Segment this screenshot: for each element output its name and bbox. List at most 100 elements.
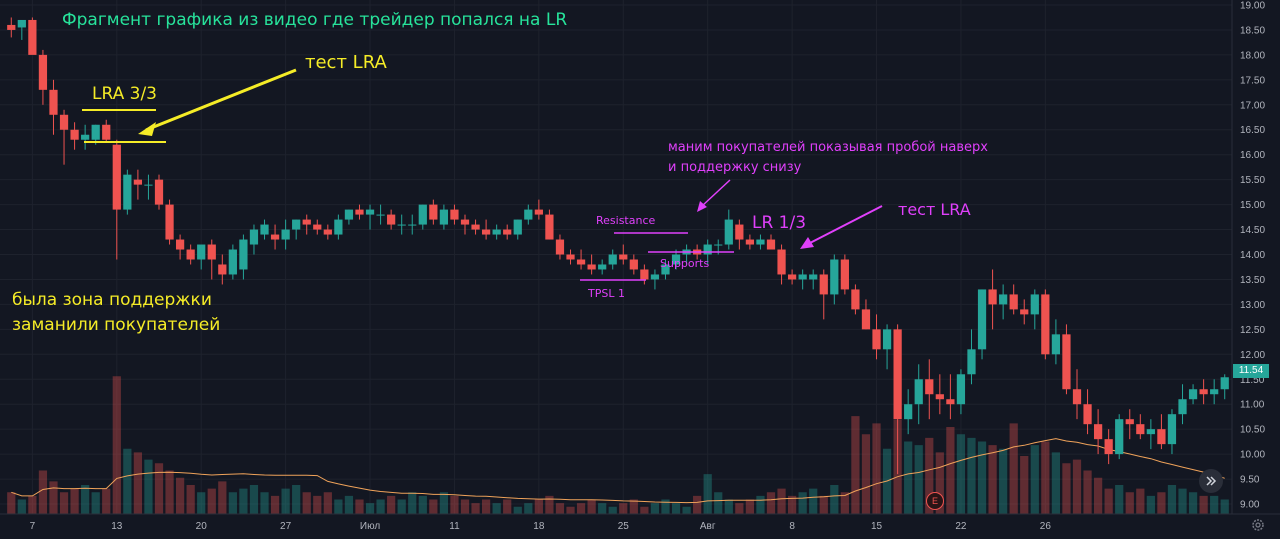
time-tick-label: 15 xyxy=(871,521,883,532)
time-axis[interactable]: 7 13 20 27 Июл 11 18 25 Авг 8 15 22 26 xyxy=(0,513,1280,532)
last-price-tag: 11.54 xyxy=(1233,364,1269,378)
volume-bar xyxy=(566,506,575,514)
candles xyxy=(7,17,1229,475)
volume-bar xyxy=(1041,441,1050,514)
price-tick-label: 9.50 xyxy=(1240,475,1260,486)
time-tick-label: 26 xyxy=(1040,521,1052,532)
volume-bar xyxy=(49,481,58,514)
candle-body xyxy=(70,129,79,140)
volume-bar xyxy=(281,488,290,514)
volume-bar xyxy=(323,492,332,514)
candle-body xyxy=(745,239,755,245)
candle-body xyxy=(576,259,586,265)
candle-body xyxy=(91,124,100,140)
candle-body xyxy=(851,289,860,310)
volume-bar xyxy=(914,445,923,514)
volume-bar xyxy=(967,437,976,514)
candle-body xyxy=(1009,294,1018,310)
candle-body xyxy=(460,219,470,225)
candle-body xyxy=(935,394,944,400)
volume-bar xyxy=(197,492,206,514)
chart-settings-button[interactable] xyxy=(1250,517,1266,533)
candle-body xyxy=(640,269,649,280)
volume-bar xyxy=(977,441,987,514)
volume-bar xyxy=(1210,495,1219,514)
volume-bar xyxy=(513,506,522,514)
candle-body xyxy=(471,224,480,230)
volume-bar xyxy=(355,499,364,514)
event-badge-label: E xyxy=(931,496,938,506)
volume-bar xyxy=(999,448,1008,514)
price-tick-label: 9.00 xyxy=(1240,500,1260,511)
candle-body xyxy=(59,114,69,130)
volume-bar xyxy=(133,452,143,514)
candle-body xyxy=(123,174,132,210)
candle-body xyxy=(492,229,501,235)
volume-bar xyxy=(17,499,26,514)
volume-bar xyxy=(1051,452,1061,514)
candle-body xyxy=(946,399,955,405)
volume-bar xyxy=(492,503,501,514)
volume-bar xyxy=(503,499,512,514)
volume-bar xyxy=(270,495,280,514)
candle-body xyxy=(1199,389,1208,395)
candle-body xyxy=(218,264,227,275)
volume-bar xyxy=(787,495,797,514)
candle-body xyxy=(186,249,195,260)
candle-body xyxy=(165,204,174,240)
volume-bar xyxy=(102,488,111,514)
candle-body xyxy=(355,209,364,215)
volume-bar xyxy=(524,503,533,514)
volume-bar xyxy=(1020,456,1029,514)
resistance-label: Resistance xyxy=(596,214,656,227)
volume-bar xyxy=(904,441,913,514)
lr-test-arrowhead xyxy=(800,237,814,249)
candle-body xyxy=(914,379,923,405)
price-axis[interactable]: 19.00 18.50 18.00 17.50 17.00 16.50 16.00 15.50… xyxy=(1231,0,1265,514)
candle-body xyxy=(671,254,681,265)
volume-bar xyxy=(123,448,132,514)
candle-body xyxy=(988,289,997,305)
volume-bar xyxy=(925,437,934,514)
candle-body xyxy=(397,224,406,226)
volume-bar xyxy=(946,427,955,514)
candle-body xyxy=(249,229,259,245)
candle-body xyxy=(1167,414,1177,445)
manipulation-label-1: маним покупателей показывая пробой навер… xyxy=(668,140,988,155)
candle-body xyxy=(1020,309,1029,315)
volume-bar xyxy=(81,485,90,514)
candle-body xyxy=(28,19,37,55)
gear-icon xyxy=(1252,519,1264,531)
price-tick-label: 19.00 xyxy=(1240,0,1265,11)
volume-bar xyxy=(112,376,121,514)
candle-body xyxy=(323,229,332,235)
volume-bar xyxy=(144,459,153,514)
volume-bar xyxy=(1072,459,1082,514)
volume-bar xyxy=(28,495,37,514)
candle-body xyxy=(207,244,216,260)
price-tick-label: 10.00 xyxy=(1240,450,1265,461)
candle-body xyxy=(735,224,744,240)
volume-bar xyxy=(587,499,596,514)
volume-bar xyxy=(598,503,607,514)
event-badge[interactable]: E xyxy=(926,492,944,510)
candle-body xyxy=(1157,429,1166,445)
price-tick-label: 17.50 xyxy=(1240,75,1265,86)
candle-body xyxy=(619,254,628,260)
volume-bar xyxy=(1093,477,1103,514)
volume-bar xyxy=(302,492,311,514)
candle-body xyxy=(418,204,427,225)
candle-body xyxy=(1083,404,1092,425)
volume-bar xyxy=(334,499,343,514)
lr-13-label: LR 1/3 xyxy=(752,213,807,233)
time-tick-label: 13 xyxy=(111,521,123,532)
candle-body xyxy=(598,264,607,270)
volume-bar xyxy=(735,503,744,514)
candle-body xyxy=(1041,294,1050,355)
scroll-to-realtime-button[interactable] xyxy=(1199,469,1223,493)
test-lra-label: тест LRA xyxy=(305,52,387,73)
candle-body xyxy=(1188,389,1198,400)
candle-body xyxy=(81,134,90,140)
